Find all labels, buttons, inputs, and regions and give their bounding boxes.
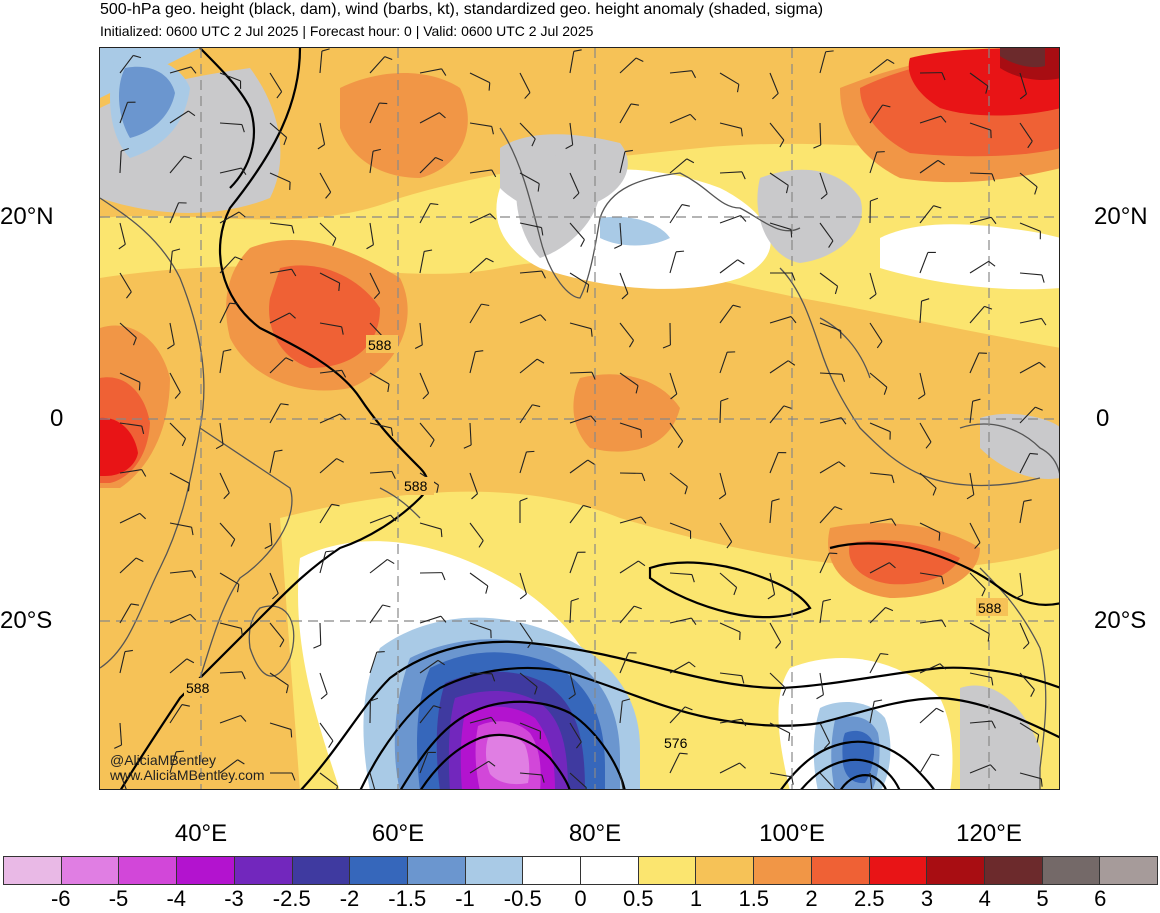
contour-label: 588 <box>404 478 428 494</box>
lat-label-20s-left: 20°S <box>0 607 53 634</box>
anomaly-map: 588 588 588 588 576 <box>100 48 1059 789</box>
colorbar-label: -3 <box>224 886 244 911</box>
map-subtitle: Initialized: 0600 UTC 2 Jul 2025 | Forec… <box>100 23 594 39</box>
wind-barbs <box>114 48 1047 789</box>
colorbar-label: -1.5 <box>388 886 427 911</box>
colorbar-swatch <box>523 857 582 884</box>
colorbar-swatch <box>1100 857 1158 884</box>
credit-website: www.AliciaMBentley.com <box>110 767 265 783</box>
colorbar <box>3 856 1158 885</box>
colorbar-swatch <box>177 857 235 884</box>
lon-label-100e: 100°E <box>759 820 825 847</box>
colorbar-swatch <box>4 857 62 884</box>
colorbar-label: -2.5 <box>272 886 311 911</box>
colorbar-label: -5 <box>108 886 129 911</box>
credit-handle: @AliciaMBentley <box>110 752 217 768</box>
lon-label-60e: 60°E <box>371 820 425 847</box>
colorbar-swatch <box>581 857 639 884</box>
colorbar-label: 3 <box>920 886 934 911</box>
contour-label: 588 <box>186 680 210 696</box>
map-title: 500-hPa geo. height (black, dam), wind (… <box>100 1 824 18</box>
colorbar-swatch <box>927 857 985 884</box>
colorbar-swatch <box>234 857 293 884</box>
lat-label-eq-right: 0 <box>1096 405 1110 432</box>
colorbar-swatch <box>292 857 351 884</box>
contour-label: 588 <box>978 600 1002 616</box>
colorbar-swatch <box>984 857 1043 884</box>
lon-label-120e: 120°E <box>956 820 1022 847</box>
colorbar-label: -1 <box>455 886 475 911</box>
colorbar-label: -4 <box>166 886 187 911</box>
lat-label-eq-left: 0 <box>50 405 64 432</box>
colorbar-label: 5 <box>1036 886 1049 911</box>
colorbar-swatch <box>350 857 408 884</box>
colorbar-swatch <box>869 857 928 884</box>
colorbar-swatch <box>811 857 870 884</box>
colorbar-swatch <box>1042 857 1101 884</box>
map-panel: 588 588 588 588 576 <box>99 47 1060 790</box>
colorbar-label: 1 <box>689 886 703 911</box>
lat-label-20s-right: 20°S <box>1094 607 1147 634</box>
contour-label: 576 <box>664 735 688 751</box>
contour-label: 588 <box>368 337 392 353</box>
lon-label-80e: 80°E <box>568 820 622 847</box>
colorbar-label: 2.5 <box>853 886 885 911</box>
colorbar-label: 0 <box>574 886 587 911</box>
colorbar-label: -0.5 <box>503 886 542 911</box>
colorbar-swatch <box>638 857 697 884</box>
colorbar-swatch <box>119 857 178 884</box>
colorbar-swatch <box>696 857 755 884</box>
lat-label-20n-left: 20°N <box>0 203 54 230</box>
colorbar-label: 0.5 <box>622 886 654 911</box>
colorbar-swatch <box>465 857 524 884</box>
colorbar-label: 2 <box>805 886 818 911</box>
colorbar-label: 6 <box>1094 886 1107 911</box>
colorbar-swatch <box>61 857 120 884</box>
colorbar-label: 1.5 <box>738 886 770 911</box>
colorbar-swatch <box>754 857 812 884</box>
colorbar-label: 4 <box>978 886 991 911</box>
colorbar-label: -6 <box>50 886 71 911</box>
lat-label-20n-right: 20°N <box>1094 203 1148 230</box>
colorbar-label: -2 <box>339 886 360 911</box>
colorbar-swatch <box>407 857 466 884</box>
lon-label-40e: 40°E <box>174 820 228 847</box>
